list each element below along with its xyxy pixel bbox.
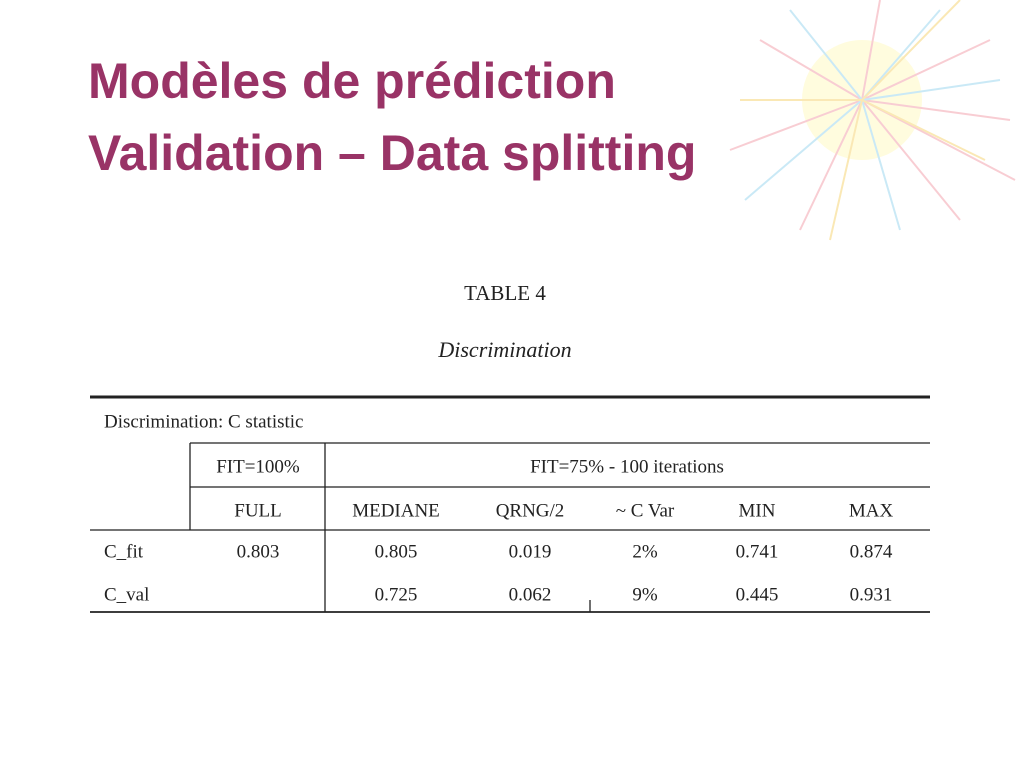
- table-cell: 0.062: [509, 584, 552, 605]
- group-header: FIT=75% - 100 iterations: [530, 456, 724, 477]
- column-header: QRNG/2: [496, 500, 565, 521]
- column-header: FULL: [234, 500, 282, 521]
- table-heading: Discrimination: C statistic: [104, 411, 303, 432]
- table-subtitle: Discrimination: [437, 337, 571, 362]
- slide-title: Modèles de prédiction: [88, 53, 616, 109]
- fireworks-decoration: [729, 0, 1016, 241]
- table-cell: 0.803: [237, 541, 280, 562]
- table-cell: 9%: [632, 584, 658, 605]
- group-header: FIT=100%: [216, 456, 300, 477]
- column-header: MIN: [739, 500, 776, 521]
- table-cell: 0.805: [375, 541, 418, 562]
- table: TABLE 4 Discrimination Discrimination: C s…: [90, 281, 930, 613]
- table-cell: 0.019: [509, 541, 552, 562]
- table-cell: 0.931: [850, 584, 893, 605]
- table-cell: 0.874: [850, 541, 893, 562]
- row-label: C_val: [104, 584, 149, 605]
- slide-title: Validation – Data splitting: [88, 125, 697, 181]
- column-header: MAX: [849, 500, 894, 521]
- table-cell: 0.725: [375, 584, 418, 605]
- column-header: MEDIANE: [352, 500, 440, 521]
- column-header: ~ C Var: [616, 500, 675, 521]
- table-cell: 0.445: [736, 584, 779, 605]
- table-cell: 2%: [632, 541, 658, 562]
- table-cell: 0.741: [736, 541, 779, 562]
- table-caption: TABLE 4: [464, 281, 546, 305]
- row-label: C_fit: [104, 541, 144, 562]
